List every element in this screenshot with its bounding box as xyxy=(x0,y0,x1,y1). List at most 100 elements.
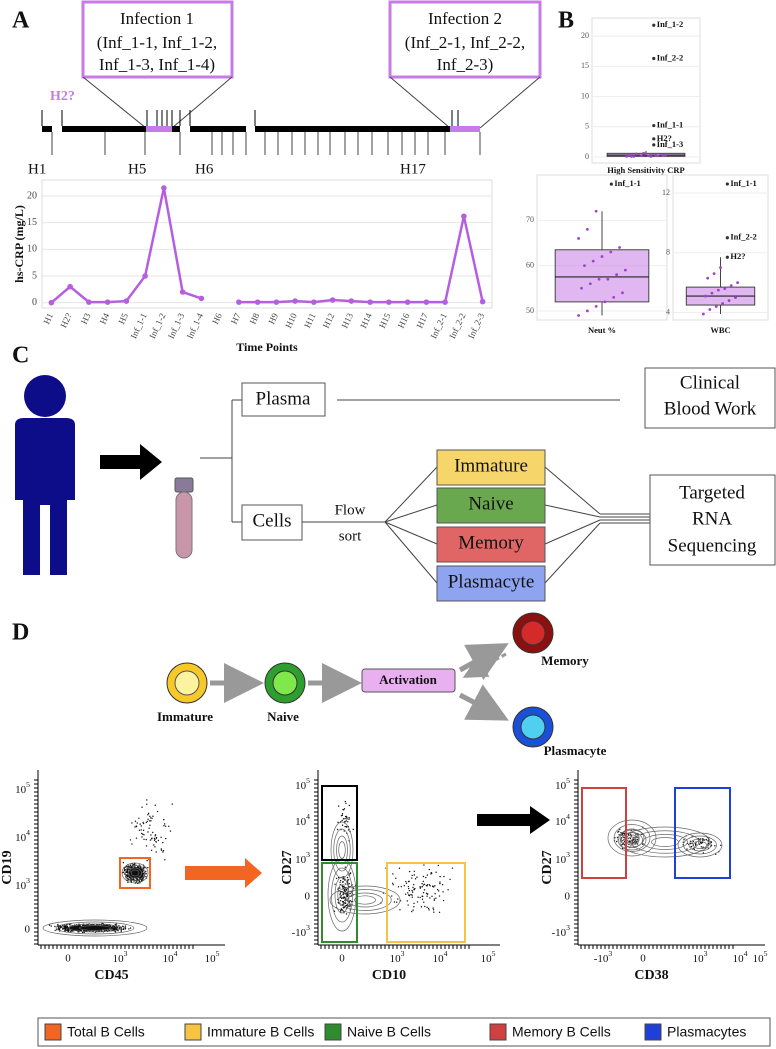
event-dot xyxy=(434,893,436,895)
event-dot xyxy=(134,872,136,875)
event-dot xyxy=(169,830,172,832)
tick-base: 10 xyxy=(295,816,307,828)
point xyxy=(423,299,430,305)
event-dot xyxy=(449,878,451,881)
event-dot xyxy=(345,802,347,805)
point-label: Inf_2-2 xyxy=(657,52,683,62)
event-dot xyxy=(427,893,429,895)
event-dot xyxy=(145,845,148,847)
legend-swatch xyxy=(184,1023,202,1041)
event-dot xyxy=(344,818,346,820)
tick-exp: 5 xyxy=(492,949,496,958)
labeled-point xyxy=(652,23,656,27)
event-dot xyxy=(147,831,149,833)
tick-label: 0 xyxy=(305,891,311,903)
legend-swatch xyxy=(489,1023,507,1041)
tick-label: -103 xyxy=(594,949,613,965)
event-dot xyxy=(54,929,56,932)
event-dot xyxy=(141,875,144,877)
event-dot xyxy=(73,928,76,930)
event-dot xyxy=(153,837,156,840)
contour xyxy=(68,923,122,933)
event-dot xyxy=(133,864,135,866)
point xyxy=(67,283,73,290)
event-dot xyxy=(135,825,138,828)
gate xyxy=(321,862,358,943)
gate xyxy=(581,787,627,879)
event-dot xyxy=(57,926,60,928)
point xyxy=(273,299,280,305)
event-dot xyxy=(428,868,430,871)
arrow xyxy=(477,806,550,834)
contour xyxy=(630,830,700,854)
contour xyxy=(128,867,142,879)
y-tick-label: 60 xyxy=(526,260,534,269)
point-label: Inf_1-3 xyxy=(657,139,683,149)
event-dot xyxy=(116,927,118,929)
event-dot xyxy=(335,877,338,880)
connector xyxy=(384,504,438,523)
contour xyxy=(677,832,723,858)
point xyxy=(179,289,186,295)
event-dot xyxy=(391,882,394,885)
event-dot xyxy=(93,925,95,928)
labeled-point xyxy=(652,137,656,141)
event-dot xyxy=(98,926,101,928)
event-dot xyxy=(128,928,130,930)
event-dot xyxy=(59,925,61,927)
tick-label: 0 xyxy=(25,924,31,936)
infection-title: Infection 1 xyxy=(120,9,194,28)
event-dot xyxy=(120,930,122,933)
y-tick-label: 15 xyxy=(27,217,37,228)
point xyxy=(704,294,707,298)
event-dot xyxy=(162,849,165,852)
tick-label: 103 xyxy=(113,949,128,965)
point xyxy=(198,295,205,302)
cell-nucleus xyxy=(520,620,546,646)
clinical: Blood Work xyxy=(664,398,757,419)
tick-base: 10 xyxy=(295,854,307,866)
event-dot xyxy=(414,878,417,880)
event-dot xyxy=(438,911,441,914)
event-dot xyxy=(400,885,403,888)
x-tick-label: H4 xyxy=(98,311,112,326)
event-dot xyxy=(349,872,352,874)
event-dot xyxy=(344,820,346,823)
tick-exp: 3 xyxy=(401,949,405,958)
event-dot xyxy=(345,820,347,822)
tick-base: 10 xyxy=(15,880,27,892)
tick-base: 10 xyxy=(555,816,567,828)
contour xyxy=(354,895,376,905)
event-dot xyxy=(78,928,80,930)
contour xyxy=(79,925,111,931)
event-dot xyxy=(698,843,701,845)
event-dot xyxy=(125,877,127,879)
event-dot xyxy=(81,931,84,934)
event-dot xyxy=(692,840,695,843)
tick-label: 105 xyxy=(555,776,570,792)
person-icon xyxy=(15,375,75,575)
event-dot xyxy=(346,876,349,879)
event-dot xyxy=(398,867,401,869)
event-dot xyxy=(350,891,352,893)
tick-base: 10 xyxy=(693,953,705,965)
event-dot xyxy=(412,909,414,911)
event-dot xyxy=(150,820,152,822)
tick-base: 10 xyxy=(163,953,175,965)
tick-label: 103 xyxy=(390,949,405,965)
event-dot xyxy=(63,925,65,928)
event-dot xyxy=(134,826,136,828)
event-dot xyxy=(150,838,153,840)
event-dot xyxy=(620,831,622,834)
timeline-label: H6 xyxy=(195,161,214,177)
event-dot xyxy=(122,928,125,930)
tick-label: 103 xyxy=(693,949,708,965)
event-dot xyxy=(422,884,425,886)
event-dot xyxy=(148,827,150,829)
event-dot xyxy=(421,885,424,888)
y-axis-label: hs-CRP (mg/L) xyxy=(12,205,26,283)
tube xyxy=(175,491,193,559)
point xyxy=(736,281,739,285)
zoom-line xyxy=(82,76,147,129)
event-dot xyxy=(111,926,113,929)
